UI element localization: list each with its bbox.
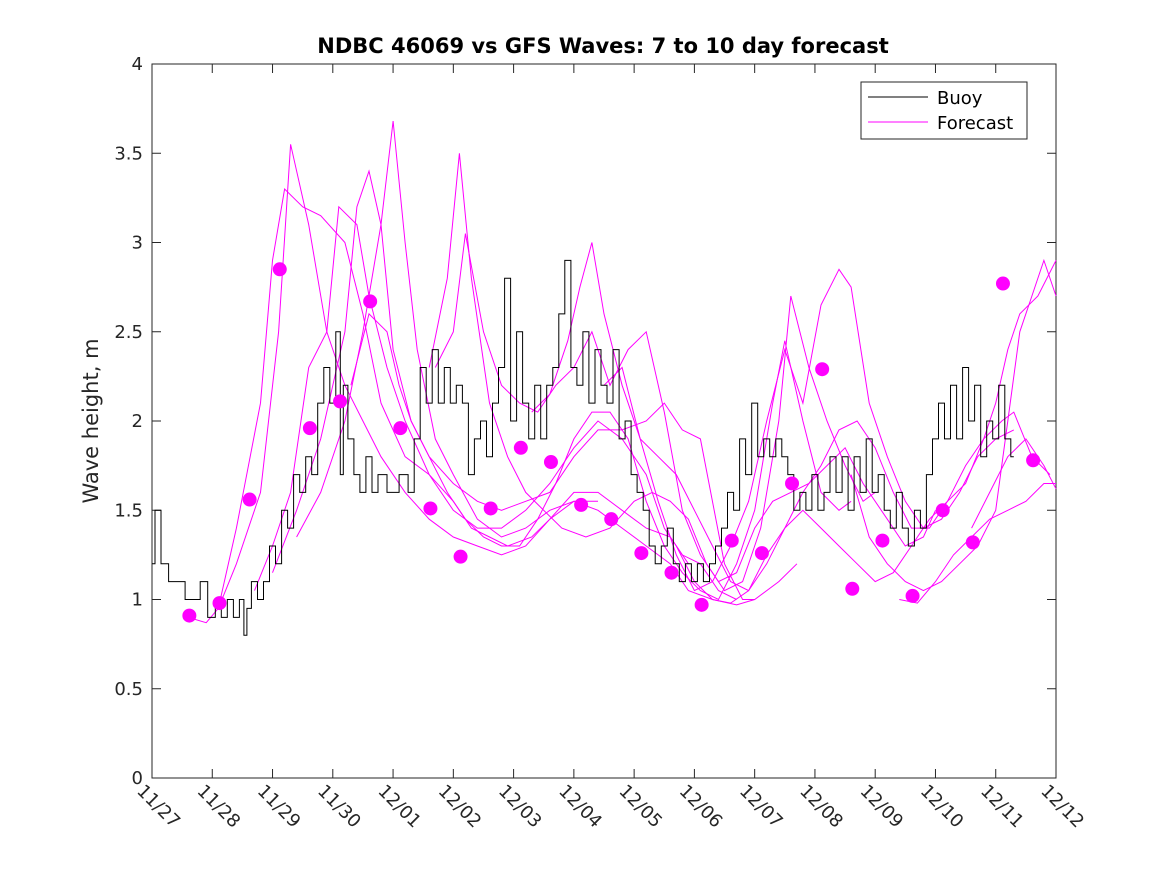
chart-title: NDBC 46069 vs GFS Waves: 7 to 10 day for… — [317, 34, 888, 58]
forecast-line — [254, 205, 737, 600]
x-tick-labels: 11/27 11/28 11/29 11/30 12/01 12/02 12/03 12/04… — [132, 781, 1088, 833]
forecast-marker — [393, 421, 408, 436]
forecast-line — [350, 312, 852, 601]
x-tick-label: 12/02 — [434, 781, 486, 833]
forecast-line — [434, 233, 936, 583]
forecast-line — [899, 483, 1056, 604]
forecast-marker — [664, 565, 679, 580]
forecast-marker — [634, 546, 649, 561]
x-tick-label: 12/09 — [856, 781, 908, 833]
forecast-series — [188, 121, 1057, 624]
buoy-series — [152, 259, 1014, 636]
forecast-marker — [604, 512, 619, 527]
x-tick-label: 12/11 — [976, 781, 1028, 833]
y-tick-label: 3 — [132, 233, 143, 254]
y-tick-label: 1 — [132, 590, 143, 611]
forecast-line — [188, 187, 598, 624]
axes-box — [151, 63, 1057, 779]
forecast-marker — [182, 608, 197, 623]
x-tick-label: 11/27 — [132, 781, 184, 833]
plot-area — [151, 63, 1057, 779]
legend-label-forecast: Forecast — [937, 113, 1013, 134]
y-axis-label: Wave height, m — [79, 338, 103, 503]
forecast-line — [531, 242, 1015, 592]
y-tick-label: 1.5 — [114, 500, 143, 521]
forecast-line — [971, 438, 1057, 529]
forecast-marker — [845, 581, 860, 596]
forecast-marker — [905, 588, 920, 603]
x-tick-label: 11/28 — [193, 781, 245, 833]
forecast-marker — [212, 596, 227, 611]
y-tick-label: 0 — [132, 768, 143, 789]
forecast-marker — [995, 276, 1010, 291]
forecast-marker — [815, 362, 830, 377]
buoy-line — [152, 259, 1014, 636]
x-tick-label: 12/05 — [615, 781, 667, 833]
x-tick-label: 12/10 — [916, 781, 968, 833]
legend-label-buoy: Buoy — [937, 88, 983, 109]
forecast-marker — [242, 492, 257, 507]
y-tick-labels: 0 0.5 1 1.5 2 2.5 3 3.5 4 — [114, 54, 143, 789]
forecast-marker — [935, 503, 950, 518]
legend: Buoy Forecast — [860, 81, 1028, 140]
forecast-marker — [965, 535, 980, 550]
forecast-marker — [543, 455, 558, 470]
forecast-marker — [513, 440, 528, 455]
x-tick-label: 11/29 — [253, 781, 305, 833]
forecast-markers — [182, 262, 1041, 623]
forecast-marker — [363, 294, 378, 309]
x-tick-label: 12/06 — [675, 781, 727, 833]
x-tick-label: 12/01 — [374, 781, 426, 833]
forecast-marker — [754, 546, 769, 561]
y-tick-label: 4 — [132, 54, 143, 75]
forecast-marker — [302, 421, 317, 436]
y-tick-label: 2 — [132, 411, 143, 432]
forecast-line — [217, 144, 689, 609]
forecast-marker — [875, 533, 890, 548]
forecast-line — [272, 169, 755, 600]
forecast-marker — [694, 597, 709, 612]
forecast-marker — [574, 497, 589, 512]
forecast-line — [850, 258, 1057, 592]
x-tick-label: 12/04 — [554, 781, 606, 833]
x-tick-label: 12/07 — [735, 781, 787, 833]
forecast-marker — [272, 262, 287, 277]
y-tick-label: 2.5 — [114, 322, 143, 343]
forecast-marker — [785, 476, 800, 491]
axis-ticks — [151, 63, 1057, 779]
legend-box — [860, 81, 1028, 140]
x-tick-label: 12/03 — [494, 781, 546, 833]
forecast-marker — [333, 394, 348, 409]
x-tick-label: 12/08 — [795, 781, 847, 833]
x-tick-label: 12/12 — [1036, 781, 1088, 833]
forecast-marker — [483, 501, 498, 516]
forecast-marker — [423, 501, 438, 516]
y-tick-label: 3.5 — [114, 143, 143, 164]
forecast-marker — [453, 549, 468, 564]
x-tick-label: 11/30 — [313, 781, 365, 833]
forecast-line — [603, 366, 1051, 592]
forecast-marker — [1026, 453, 1041, 468]
forecast-marker — [724, 533, 739, 548]
y-tick-label: 0.5 — [114, 679, 143, 700]
